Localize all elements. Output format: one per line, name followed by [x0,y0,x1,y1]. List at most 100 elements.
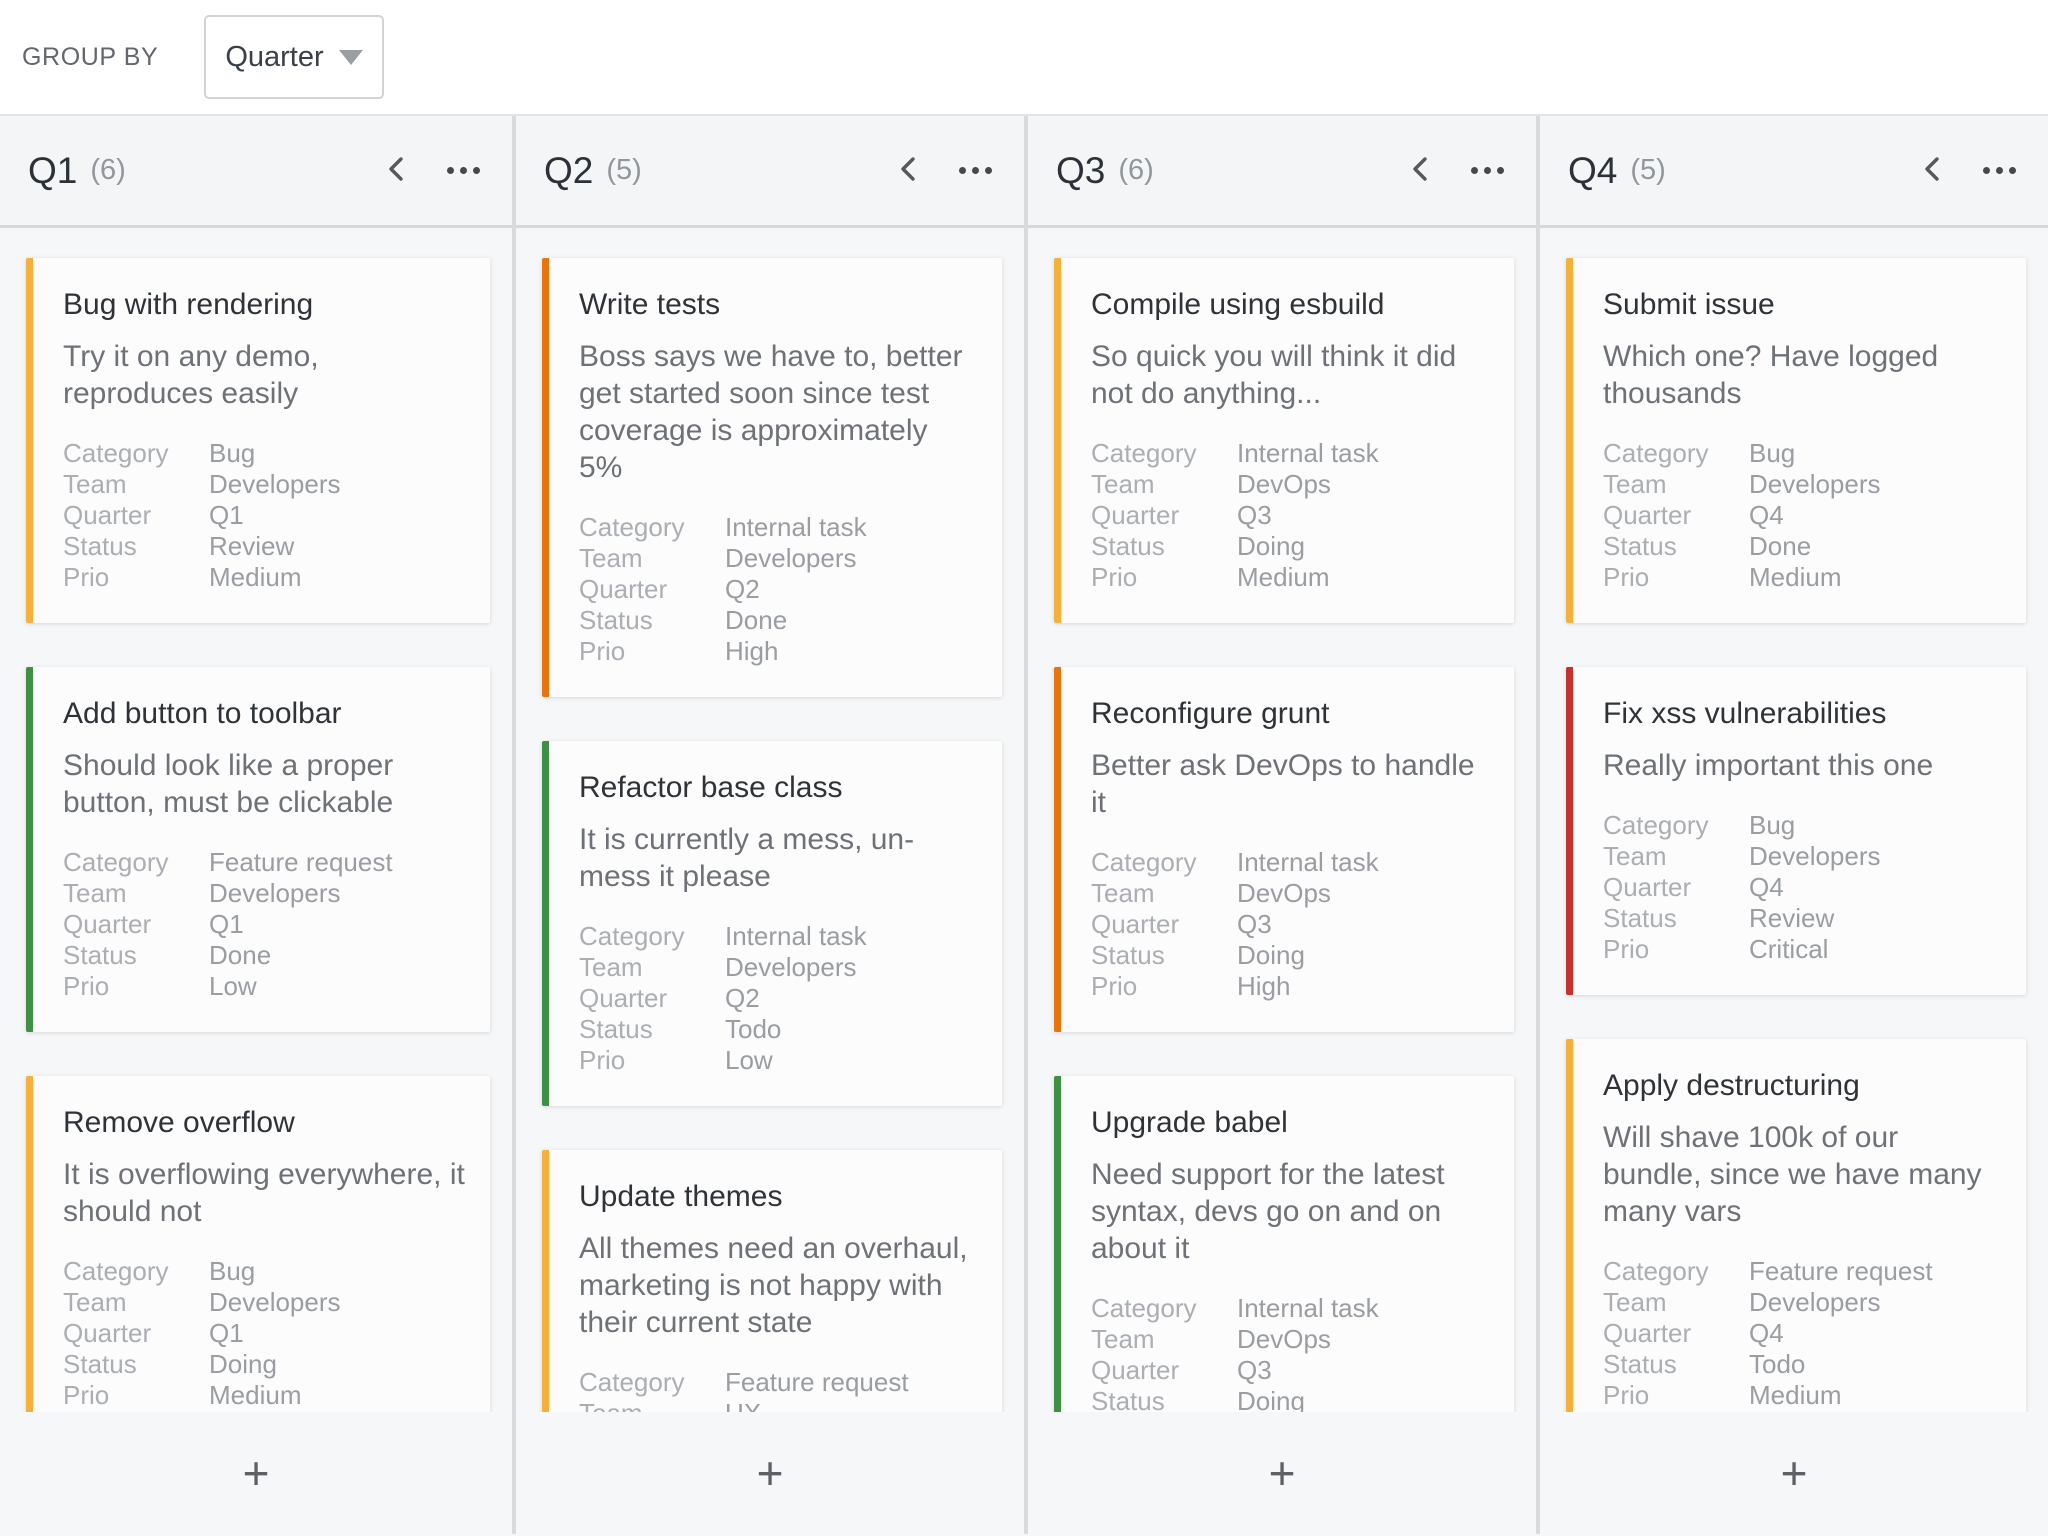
field-value: Todo [1749,1349,1806,1379]
add-card-button[interactable]: + [757,1450,784,1496]
field-value: Developers [209,1287,341,1317]
task-card[interactable]: Compile using esbuild So quick you will … [1054,258,1514,623]
field-value: Q1 [209,909,244,939]
field-label: Category [579,921,685,951]
card-fields: Category Internal task Team DevOps Quarter… [1091,847,1490,1002]
column-menu-button[interactable] [955,163,996,178]
card-fields: Category Bug Team Developers Quarter Q1 Sta… [63,438,466,593]
column-header: Q1 (6) [0,116,512,228]
add-card-button[interactable]: + [243,1450,270,1496]
task-card[interactable]: Add button to toolbar Should look like a… [26,667,490,1032]
column-menu-button[interactable] [1979,163,2020,178]
ellipsis-icon [447,167,480,174]
field-value: Internal task [1237,438,1379,468]
collapse-column-button[interactable] [379,148,413,193]
field-label: Prio [579,1045,626,1075]
card-list: Compile using esbuild So quick you will … [1028,228,1536,1412]
plus-icon: + [1780,1447,1808,1499]
column-count: (5) [606,154,642,186]
plus-icon: + [1268,1447,1296,1499]
add-card-button[interactable]: + [1781,1450,1808,1496]
field-value: DevOps [1237,1324,1331,1354]
field-label: Category [1603,1256,1709,1286]
field-label: Team [1091,878,1155,908]
chevron-left-icon [383,152,409,189]
field-label: Status [63,1349,137,1379]
field-value: Developers [725,543,857,573]
field-value: Doing [1237,531,1305,561]
field-label: Status [63,940,137,970]
task-card[interactable]: Bug with rendering Try it on any demo, r… [26,258,490,623]
column-header: Q3 (6) [1028,116,1536,228]
field-label: Team [1091,469,1155,499]
group-by-select[interactable]: Quarter [204,15,385,99]
card-title: Fix xss vulnerabilities [1603,697,1887,730]
task-card[interactable]: Submit issue Which one? Have logged thou… [1566,258,2026,623]
field-value: Feature request [725,1367,909,1397]
field-label: Category [1091,438,1197,468]
field-value: Developers [209,878,341,908]
card-title: Submit issue [1603,288,1775,321]
kanban-board: Q1 (6) Bug with rendering Try it on any … [0,116,2048,1534]
group-by-label: GROUP BY [22,42,159,71]
field-value: Bug [209,438,256,468]
field-value: Q4 [1749,1318,1784,1348]
field-label: Quarter [1091,909,1180,939]
field-value: Developers [1749,1287,1881,1317]
field-label: Prio [63,971,110,1001]
field-label: Team [63,469,127,499]
field-label: Prio [63,562,110,592]
card-fields: Category Internal task Team DevOps Quarter… [1091,1293,1490,1412]
task-card[interactable]: Update themes All themes need an overhau… [542,1150,1002,1412]
card-description: Try it on any demo, reproduces easily [63,340,319,410]
field-value: Feature request [1749,1256,1933,1286]
field-label: Team [1603,469,1667,499]
card-list: Bug with rendering Try it on any demo, r… [0,228,512,1412]
field-value: Q4 [1749,872,1784,902]
card-description: Boss says we have to, better get started… [579,340,963,484]
collapse-column-button[interactable] [891,148,925,193]
ellipsis-icon [959,167,992,174]
card-description: Will shave 100k of our bundle, since we … [1603,1121,1982,1228]
card-fields: Category Feature request Team Developers Q… [63,847,466,1002]
column-count: (5) [1630,154,1666,186]
field-value: Q1 [209,500,244,530]
column-menu-button[interactable] [1467,163,1508,178]
field-value: Q2 [725,574,760,604]
card-fields: Category Bug Team Developers Quarter Q4 Sta… [1603,810,2002,965]
column-q3: Q3 (6) Compile using esbuild So quick yo… [1024,116,1536,1534]
add-card-button[interactable]: + [1269,1450,1296,1496]
card-fields: Category Feature request Team Developers Q… [1603,1256,2002,1411]
field-label: Prio [1603,934,1650,964]
collapse-column-button[interactable] [1403,148,1437,193]
field-label: Quarter [1603,500,1692,530]
field-label: Quarter [579,983,668,1013]
field-value: Todo [725,1014,782,1044]
field-value: Internal task [1237,1293,1379,1323]
card-description: Should look like a proper button, must b… [63,749,394,819]
collapse-column-button[interactable] [1915,148,1949,193]
field-label: Status [1091,531,1165,561]
task-card[interactable]: Write tests Boss says we have to, better… [542,258,1002,697]
field-label: Team [1603,841,1667,871]
card-description: All themes need an overhaul, marketing i… [579,1232,968,1339]
field-label: Category [579,512,685,542]
column-menu-button[interactable] [443,163,484,178]
field-label: Quarter [579,574,668,604]
field-label: Status [1091,1386,1165,1412]
card-description: Need support for the latest syntax, devs… [1091,1158,1445,1265]
field-label: Status [63,531,137,561]
task-card[interactable]: Refactor base class It is currently a me… [542,741,1002,1106]
task-card[interactable]: Remove overflow It is overflowing everyw… [26,1076,490,1412]
task-card[interactable]: Reconfigure grunt Better ask DevOps to h… [1054,667,1514,1032]
field-label: Quarter [1603,1318,1692,1348]
chevron-left-icon [895,152,921,189]
card-title: Compile using esbuild [1091,288,1385,321]
field-value: DevOps [1237,878,1331,908]
task-card[interactable]: Upgrade babel Need support for the lates… [1054,1076,1514,1412]
task-card[interactable]: Apply destructuring Will shave 100k of o… [1566,1039,2026,1412]
field-value: Done [209,940,272,970]
task-card[interactable]: Fix xss vulnerabilities Really important… [1566,667,2026,995]
field-value: Low [725,1045,773,1075]
card-title: Apply destructuring [1603,1069,1860,1102]
